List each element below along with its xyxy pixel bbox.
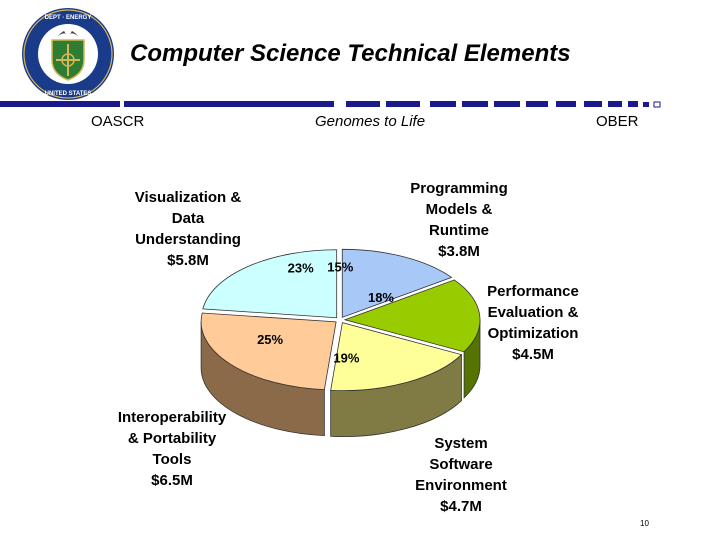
svg-text:DEPT · ENERGY: DEPT · ENERGY xyxy=(45,15,92,21)
pie-slice-4 xyxy=(202,249,338,319)
label-programming-models: Programming Models & Runtime $3.8M xyxy=(410,180,508,260)
label-interoperability: Interoperability & Portability Tools $6.… xyxy=(117,409,227,489)
header-center-label: Genomes to Life xyxy=(314,113,426,130)
pie-slice-0 xyxy=(341,248,453,318)
pie-slice-3 xyxy=(200,312,337,391)
header-divider-bar xyxy=(0,101,661,108)
pie-percent-label-4: 23% xyxy=(288,261,314,276)
pie-slice-1 xyxy=(343,279,481,353)
pie-percent-label-1: 18% xyxy=(368,290,394,305)
pie-percent-label-0: 15% xyxy=(327,259,353,274)
slide-title: Computer Science Technical Elements xyxy=(130,40,571,67)
svg-text:UNITED STATES: UNITED STATES xyxy=(45,91,92,97)
pie-slice-2 xyxy=(330,322,463,392)
label-system-software: System Software Environment $4.7M xyxy=(415,435,507,515)
header-right-label: OBER xyxy=(596,113,639,130)
pie-percent-label-3: 25% xyxy=(257,332,283,347)
slide-number: 10 xyxy=(640,519,649,528)
label-visualization: Visualization & Data Understanding $5.8M xyxy=(134,189,242,269)
doe-seal-logo: DEPT · ENERGY UNITED STATES xyxy=(22,8,114,100)
header-left-label: OASCR xyxy=(91,113,145,130)
pie-percent-label-2: 19% xyxy=(333,351,359,366)
label-performance-evaluation: Performance Evaluation & Optimization $4… xyxy=(487,283,579,363)
